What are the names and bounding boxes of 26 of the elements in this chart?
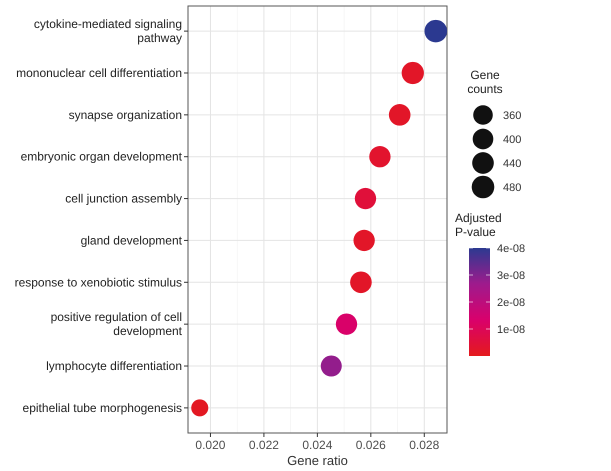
x-axis-title: Gene ratio (287, 453, 348, 468)
y-tick-label: cytokine-mediated signaling pathway (34, 17, 182, 46)
y-tick-label: lymphocyte differentiation (46, 359, 182, 374)
y-tick-label: positive regulation of cell development (50, 310, 183, 338)
y-tick-label: gland development (80, 233, 183, 248)
color-bar-label: 3e-08 (497, 270, 526, 282)
y-tick-label: epithelial tube morphogenesis (22, 400, 182, 415)
x-tick-label: 0.026 (356, 438, 386, 452)
x-tick-label: 0.024 (302, 438, 333, 452)
legend-label: 400 (503, 134, 522, 146)
x-tick-label: 0.028 (409, 438, 440, 452)
color-bar-label: 1e-08 (497, 324, 526, 336)
color-bar-label: 4e-08 (497, 243, 526, 255)
legend-title: Gene counts (467, 68, 503, 96)
color-bar-label: 2e-08 (497, 297, 526, 309)
x-tick-label: 0.020 (195, 438, 226, 452)
y-tick-label: cell junction assembly (65, 192, 182, 206)
legend-label: 480 (503, 182, 522, 194)
x-tick-label: 0.022 (248, 438, 280, 452)
y-tick-label: embryonic organ development (20, 150, 183, 164)
legend-label: 360 (503, 110, 522, 122)
legend-label: 440 (503, 158, 522, 170)
y-tick-label: mononuclear cell differentiation (16, 66, 182, 80)
y-tick-label: synapse organization (68, 108, 182, 122)
color-bar-title: Adjusted P-value (455, 211, 502, 239)
y-tick-label: response to xenobiotic stimulus (14, 275, 182, 290)
